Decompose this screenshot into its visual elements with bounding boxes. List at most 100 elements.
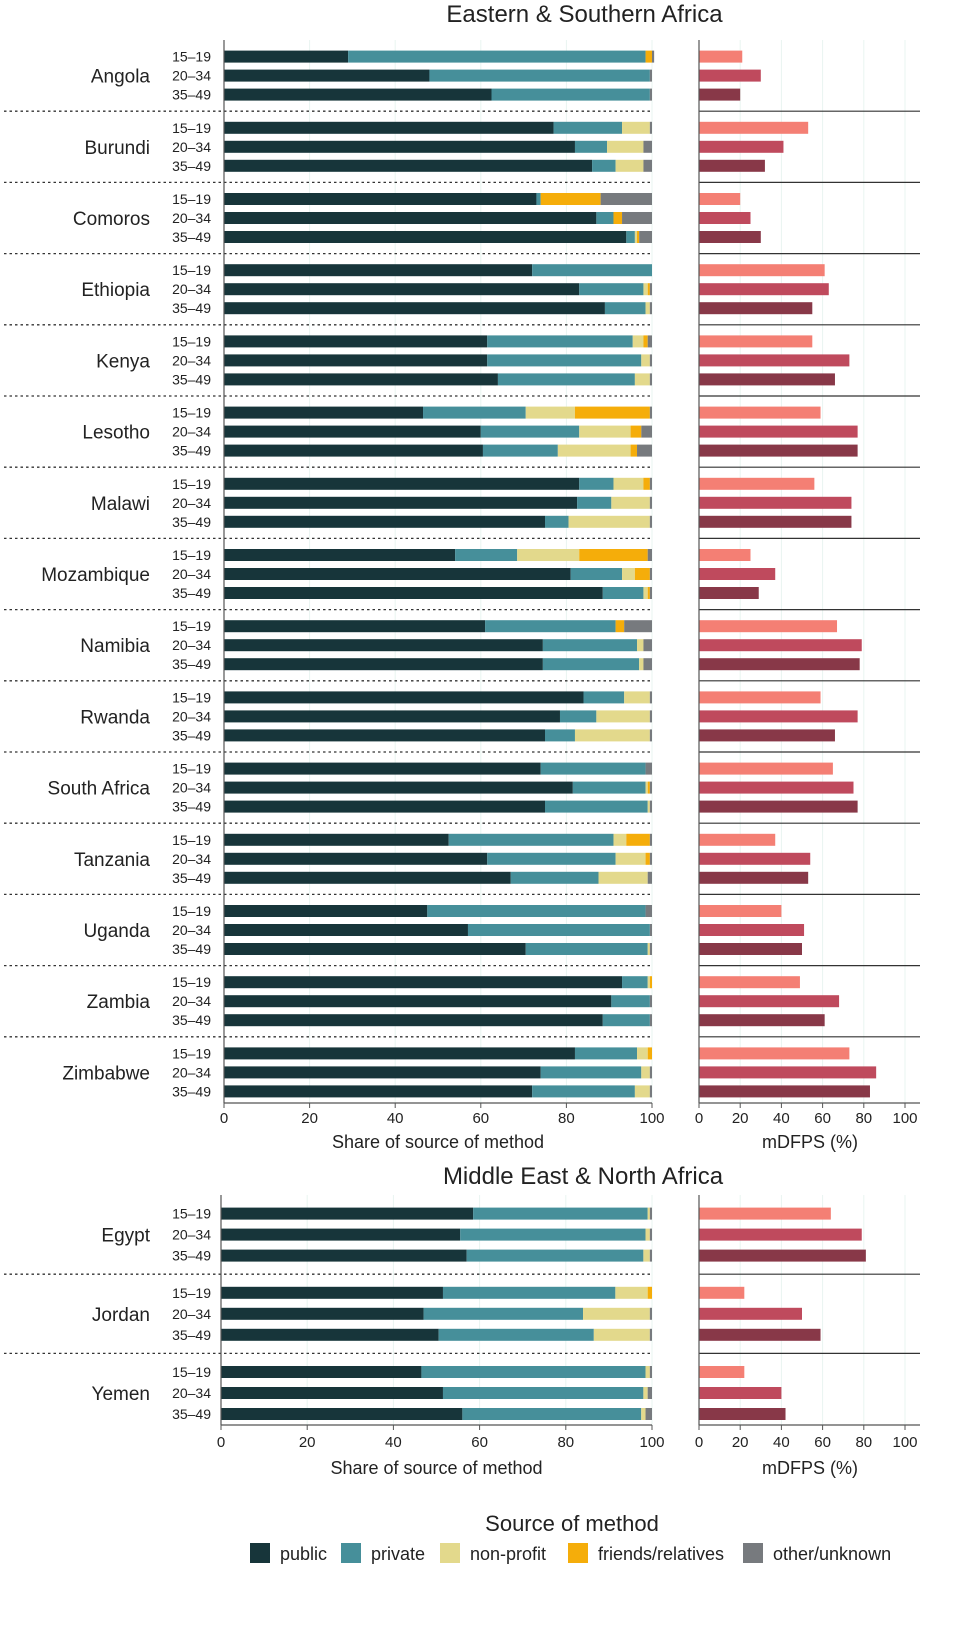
bar-segment-public [221,1307,424,1320]
age-group-label: 35–49 [172,87,211,103]
bar-segment-public [224,1014,603,1027]
bar-segment-non-profit [598,871,648,884]
share-axis-title: Share of source of method [330,1458,542,1478]
bar-segment-non-profit [525,406,575,419]
age-group-label: 20–34 [172,1385,211,1401]
mdfps-bar [699,159,765,172]
bar-segment-public [221,1408,463,1420]
bar-segment-private [482,444,558,457]
bar-segment-private [497,373,635,386]
mdfps-bar [699,477,815,490]
share-tick-label: 60 [471,1434,488,1451]
bar-segment-non-profit [517,549,580,561]
age-group-label: 20–34 [172,352,211,368]
bar-segment-public [224,568,571,580]
country-label: Malawi [91,494,150,515]
bar-segment-other-unknown [649,1366,652,1378]
bar-segment-private [460,1228,646,1241]
mdfps-tick-label: 20 [732,1434,749,1451]
mdfps-bar [699,1307,802,1320]
mdfps-bar [699,88,741,101]
country-label: Burundi [85,138,151,159]
bar-segment-non-profit [641,1066,650,1079]
bar-segment-other-unknown [649,1085,652,1098]
mdfps-bar [699,354,850,367]
bar-segment-other-unknown [649,88,652,101]
bar-segment-other-unknown [649,1228,652,1241]
mdfps-tick-label: 80 [855,1110,872,1127]
bar-segment-public [224,762,541,775]
bar-segment-other-unknown [649,1066,652,1079]
bar-segment-friends-relatives [645,852,650,865]
country-label: Lesotho [82,423,150,444]
bar-segment-other-unknown [649,302,652,315]
bar-segment-non-profit [624,691,650,704]
panel-title: Eastern & Southern Africa [446,1,723,28]
mdfps-bar [699,140,784,153]
age-group-label: 20–34 [172,780,211,796]
country-label: Yemen [92,1384,150,1405]
legend: Source of method public private non-profit f… [250,1511,891,1564]
bar-segment-non-profit [639,658,644,671]
country-zambia: Zambia 15–19 20–34 35–49 [4,974,920,1038]
mdfps-bar [699,515,852,528]
bar-segment-private [423,406,526,419]
mdfps-bar [699,943,802,955]
bar-segment-other-unknown [649,1207,652,1220]
mdfps-bar [699,781,854,794]
bar-segment-other-unknown [649,943,652,955]
bar-segment-other-unknown [622,212,652,224]
bar-segment-friends-relatives [630,425,642,438]
mdfps-bar [699,658,860,671]
bar-segment-public [224,833,449,846]
bar-segment-non-profit [641,1408,646,1420]
bar-segment-other-unknown [649,691,652,704]
bar-segment-non-profit [613,833,627,846]
bar-segment-private [467,924,650,936]
bar-segment-non-profit [568,515,650,528]
bar-segment-public [221,1286,443,1299]
mdfps-bar [699,924,805,936]
age-group-label: 20–34 [172,1064,211,1080]
bar-segment-public [224,658,543,671]
age-group-label: 15–19 [172,974,211,990]
bar-segment-non-profit [645,1228,650,1241]
mdfps-bar [699,1286,745,1299]
age-group-label: 15–19 [172,476,211,492]
age-group-label: 35–49 [172,656,211,672]
mdfps-bar [699,976,800,989]
age-group-label: 20–34 [172,1306,211,1322]
bar-segment-public [224,1047,575,1060]
bar-segment-non-profit [645,1366,650,1378]
bar-segment-private [577,496,612,509]
bar-segment-public [224,193,537,205]
mdfps-axis-title: mDFPS (%) [762,1132,858,1152]
bar-segment-public [224,639,543,652]
share-tick-label: 60 [472,1110,489,1127]
bar-segment-public [224,515,545,528]
mdfps-bar [699,1387,782,1399]
bar-segment-non-profit [647,943,650,955]
mdfps-bar [699,193,741,205]
age-group-label: 15–19 [172,191,211,207]
legend-label: private [371,1544,425,1564]
bar-segment-non-profit [643,283,648,296]
bar-segment-public [224,549,456,561]
bar-segment-private [348,50,646,63]
share-tick-label: 0 [220,1110,228,1127]
bar-segment-private [442,1286,616,1299]
country-label: Namibia [80,636,150,657]
bar-segment-public [224,231,627,243]
bar-segment-friends-relatives [637,231,640,243]
bar-segment-private [579,283,644,296]
bar-segment-friends-relatives [626,833,650,846]
bar-segment-non-profit [579,425,631,438]
legend-item-other-unknown: other/unknown [743,1543,891,1564]
bar-segment-non-profit [611,496,650,509]
mdfps-bar [699,762,833,775]
age-group-label: 15–19 [172,120,211,136]
age-group-label: 20–34 [172,1227,211,1243]
bar-segment-public [224,335,488,348]
bar-segment-other-unknown [649,1249,652,1262]
country-egypt: Egypt 15–19 20–34 35–49 [4,1206,920,1275]
